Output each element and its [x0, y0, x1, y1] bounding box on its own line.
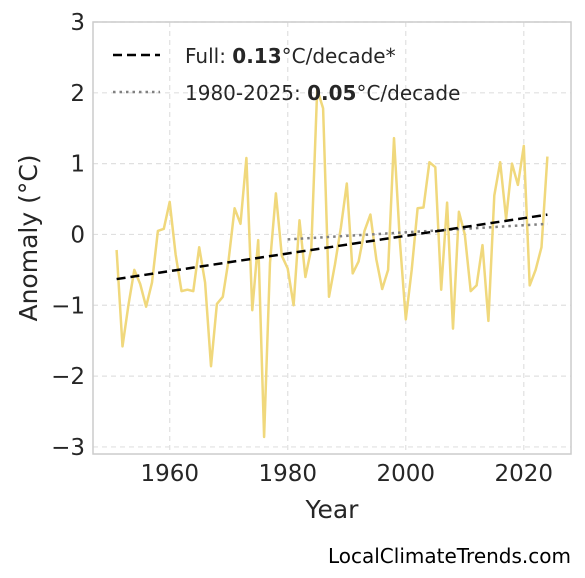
trend-line-recent [287, 222, 548, 241]
y-tick-label: 2 [70, 81, 85, 107]
legend-recent-prefix: 1980-2025: [185, 81, 307, 105]
y-tick-label: −2 [51, 364, 85, 390]
legend-full-suffix: °C/decade* [282, 44, 396, 68]
legend-recent-trend-label: 1980-2025: 0.05°C/decade [185, 81, 460, 105]
y-tick-label: 0 [70, 222, 85, 248]
data-marks [115, 88, 549, 439]
watermark: LocalClimateTrends.com [327, 544, 571, 568]
x-tick-label: 1960 [140, 461, 199, 487]
x-tick-label: 2000 [376, 461, 435, 487]
anomaly-series-line [115, 88, 549, 439]
trend-line-full [116, 213, 548, 281]
y-tick-label: 3 [70, 10, 85, 36]
x-tick-label: 1980 [258, 461, 317, 487]
y-tick-label: 1 [70, 152, 85, 178]
x-axis-label: Year [305, 495, 360, 524]
y-axis-label: Anomaly (°C) [14, 154, 43, 321]
y-tick-label: −1 [51, 293, 85, 319]
plot-frame [92, 21, 572, 455]
legend-full-trend-label: Full: 0.13°C/decade* [185, 44, 396, 68]
legend-full-prefix: Full: [185, 44, 232, 68]
legend-recent-suffix: °C/decade [356, 81, 460, 105]
legend-full-rate: 0.13 [232, 44, 281, 68]
y-tick-label: −3 [51, 435, 85, 461]
legend-recent-rate: 0.05 [307, 81, 356, 105]
axis-ticks: 1960 1980 2000 2020 −3 −2 −1 0 1 2 3 [51, 10, 553, 487]
legend: Full: 0.13°C/decade* 1980-2025: 0.05°C/d… [113, 44, 460, 105]
x-tick-label: 2020 [495, 461, 554, 487]
